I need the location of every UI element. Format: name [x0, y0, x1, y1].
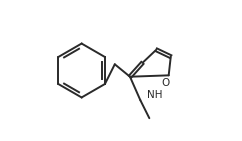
Text: O: O [162, 78, 170, 88]
Text: NH: NH [147, 90, 162, 100]
